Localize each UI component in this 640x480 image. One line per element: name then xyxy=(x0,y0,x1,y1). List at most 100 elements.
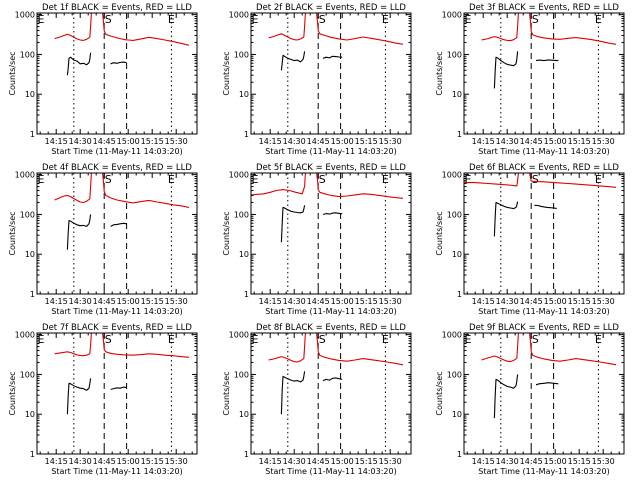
series-line-segment xyxy=(493,374,519,419)
series-line-segment xyxy=(481,13,617,45)
lld-series xyxy=(268,13,404,45)
y-tick-label: 10 xyxy=(239,410,249,419)
x-tick-label: 14:15 xyxy=(45,297,68,306)
x-tick-label: 14:15 xyxy=(259,297,282,306)
chart-title: Det 2f BLACK = Events, RED = LLD xyxy=(256,3,406,13)
x-axis-label: Start Time (11-May-11 14:03:20) xyxy=(265,467,396,476)
interval-marker-label: E xyxy=(38,13,45,26)
lld-series xyxy=(481,13,617,45)
y-tick-label: 10 xyxy=(25,250,35,259)
x-tick-label: 14:45 xyxy=(307,137,330,146)
y-axis-label: Counts/sec xyxy=(435,371,444,415)
plot-frame xyxy=(250,12,412,135)
series-line-segment xyxy=(322,55,343,59)
y-tick-label: 1000 xyxy=(229,11,249,20)
interval-marker-label: S xyxy=(532,13,539,26)
x-tick-label: 15:00 xyxy=(331,137,354,146)
x-tick-label: 15:30 xyxy=(165,137,188,146)
series-line-segment xyxy=(481,333,617,366)
interval-marker-label: E xyxy=(465,13,472,26)
x-tick-label: 15:15 xyxy=(141,137,164,146)
x-tick-label: 14:30 xyxy=(496,457,519,466)
y-tick-label: 1000 xyxy=(229,331,249,340)
x-tick-label: 14:30 xyxy=(496,297,519,306)
series-line-segment xyxy=(54,13,190,46)
interval-marker-label: S xyxy=(319,333,326,346)
lld-series xyxy=(481,333,617,366)
x-tick-label: 15:15 xyxy=(355,137,378,146)
x-tick-label: 15:00 xyxy=(117,457,140,466)
lld-series xyxy=(268,333,404,366)
y-tick-label: 1 xyxy=(30,290,35,299)
y-tick-label: 10 xyxy=(239,90,249,99)
series-line-segment xyxy=(110,61,127,65)
y-tick-label: 10 xyxy=(452,250,462,259)
x-tick-label: 15:30 xyxy=(379,137,402,146)
y-axis-label: Counts/sec xyxy=(8,211,17,255)
lld-series xyxy=(54,173,190,208)
x-tick-label: 14:45 xyxy=(307,457,330,466)
plot-frame xyxy=(36,12,198,135)
series-line-segment xyxy=(322,212,343,215)
chart-title: Det 1f BLACK = Events, RED = LLD xyxy=(42,3,192,13)
y-tick-label: 1000 xyxy=(442,171,462,180)
x-tick-label: 14:45 xyxy=(93,457,116,466)
x-axis-label: Start Time (11-May-11 14:03:20) xyxy=(478,307,609,316)
x-tick-label: 15:15 xyxy=(568,297,591,306)
plot-frame xyxy=(36,172,198,295)
interval-marker-label: E xyxy=(168,333,175,346)
interval-marker-label: E xyxy=(382,333,389,346)
events-series xyxy=(493,51,559,89)
y-tick-label: 1 xyxy=(457,450,462,459)
chart-title: Det 5f BLACK = Events, RED = LLD xyxy=(256,163,406,173)
y-tick-label: 100 xyxy=(234,370,249,379)
series-line-segment xyxy=(66,52,92,76)
y-axis-label: Counts/sec xyxy=(222,51,231,95)
lld-series xyxy=(54,333,190,358)
x-tick-label: 14:45 xyxy=(307,297,330,306)
y-tick-label: 100 xyxy=(447,50,462,59)
y-tick-label: 10 xyxy=(25,90,35,99)
x-tick-label: 15:15 xyxy=(355,457,378,466)
series-line-segment xyxy=(268,333,404,366)
y-tick-label: 100 xyxy=(234,50,249,59)
events-series xyxy=(66,52,127,76)
y-axis-label: Counts/sec xyxy=(222,371,231,415)
series-line-segment xyxy=(54,333,190,358)
plot-frame xyxy=(36,332,198,455)
x-tick-label: 15:15 xyxy=(355,297,378,306)
plot-frame xyxy=(463,332,625,455)
x-tick-label: 14:30 xyxy=(283,137,306,146)
series-line-segment xyxy=(66,214,92,250)
x-tick-label: 14:45 xyxy=(520,137,543,146)
y-tick-label: 1 xyxy=(30,130,35,139)
x-tick-label: 14:30 xyxy=(69,137,92,146)
chart-title: Det 6f BLACK = Events, RED = LLD xyxy=(469,163,619,173)
series-line-segment xyxy=(493,51,519,89)
interval-marker-label: E xyxy=(595,173,602,186)
y-tick-label: 1 xyxy=(244,290,249,299)
x-tick-label: 14:30 xyxy=(496,137,519,146)
chart-title: Det 8f BLACK = Events, RED = LLD xyxy=(256,323,406,333)
x-tick-label: 15:30 xyxy=(165,457,188,466)
y-tick-label: 1000 xyxy=(442,331,462,340)
x-tick-label: 14:15 xyxy=(472,297,495,306)
x-tick-label: 15:00 xyxy=(117,137,140,146)
interval-marker-label: S xyxy=(105,173,112,186)
interval-marker-label: E xyxy=(38,333,45,346)
x-tick-label: 15:30 xyxy=(592,137,615,146)
x-tick-label: 15:15 xyxy=(141,457,164,466)
series-line-segment xyxy=(54,173,190,208)
x-tick-label: 15:30 xyxy=(592,457,615,466)
events-series xyxy=(66,378,127,415)
series-line-segment xyxy=(66,378,92,415)
chart-title: Det 4f BLACK = Events, RED = LLD xyxy=(42,163,192,173)
series-line-segment xyxy=(464,173,617,188)
x-tick-label: 15:30 xyxy=(379,297,402,306)
y-tick-label: 100 xyxy=(447,370,462,379)
x-axis-label: Start Time (11-May-11 14:03:20) xyxy=(51,467,182,476)
x-axis-label: Start Time (11-May-11 14:03:20) xyxy=(478,467,609,476)
